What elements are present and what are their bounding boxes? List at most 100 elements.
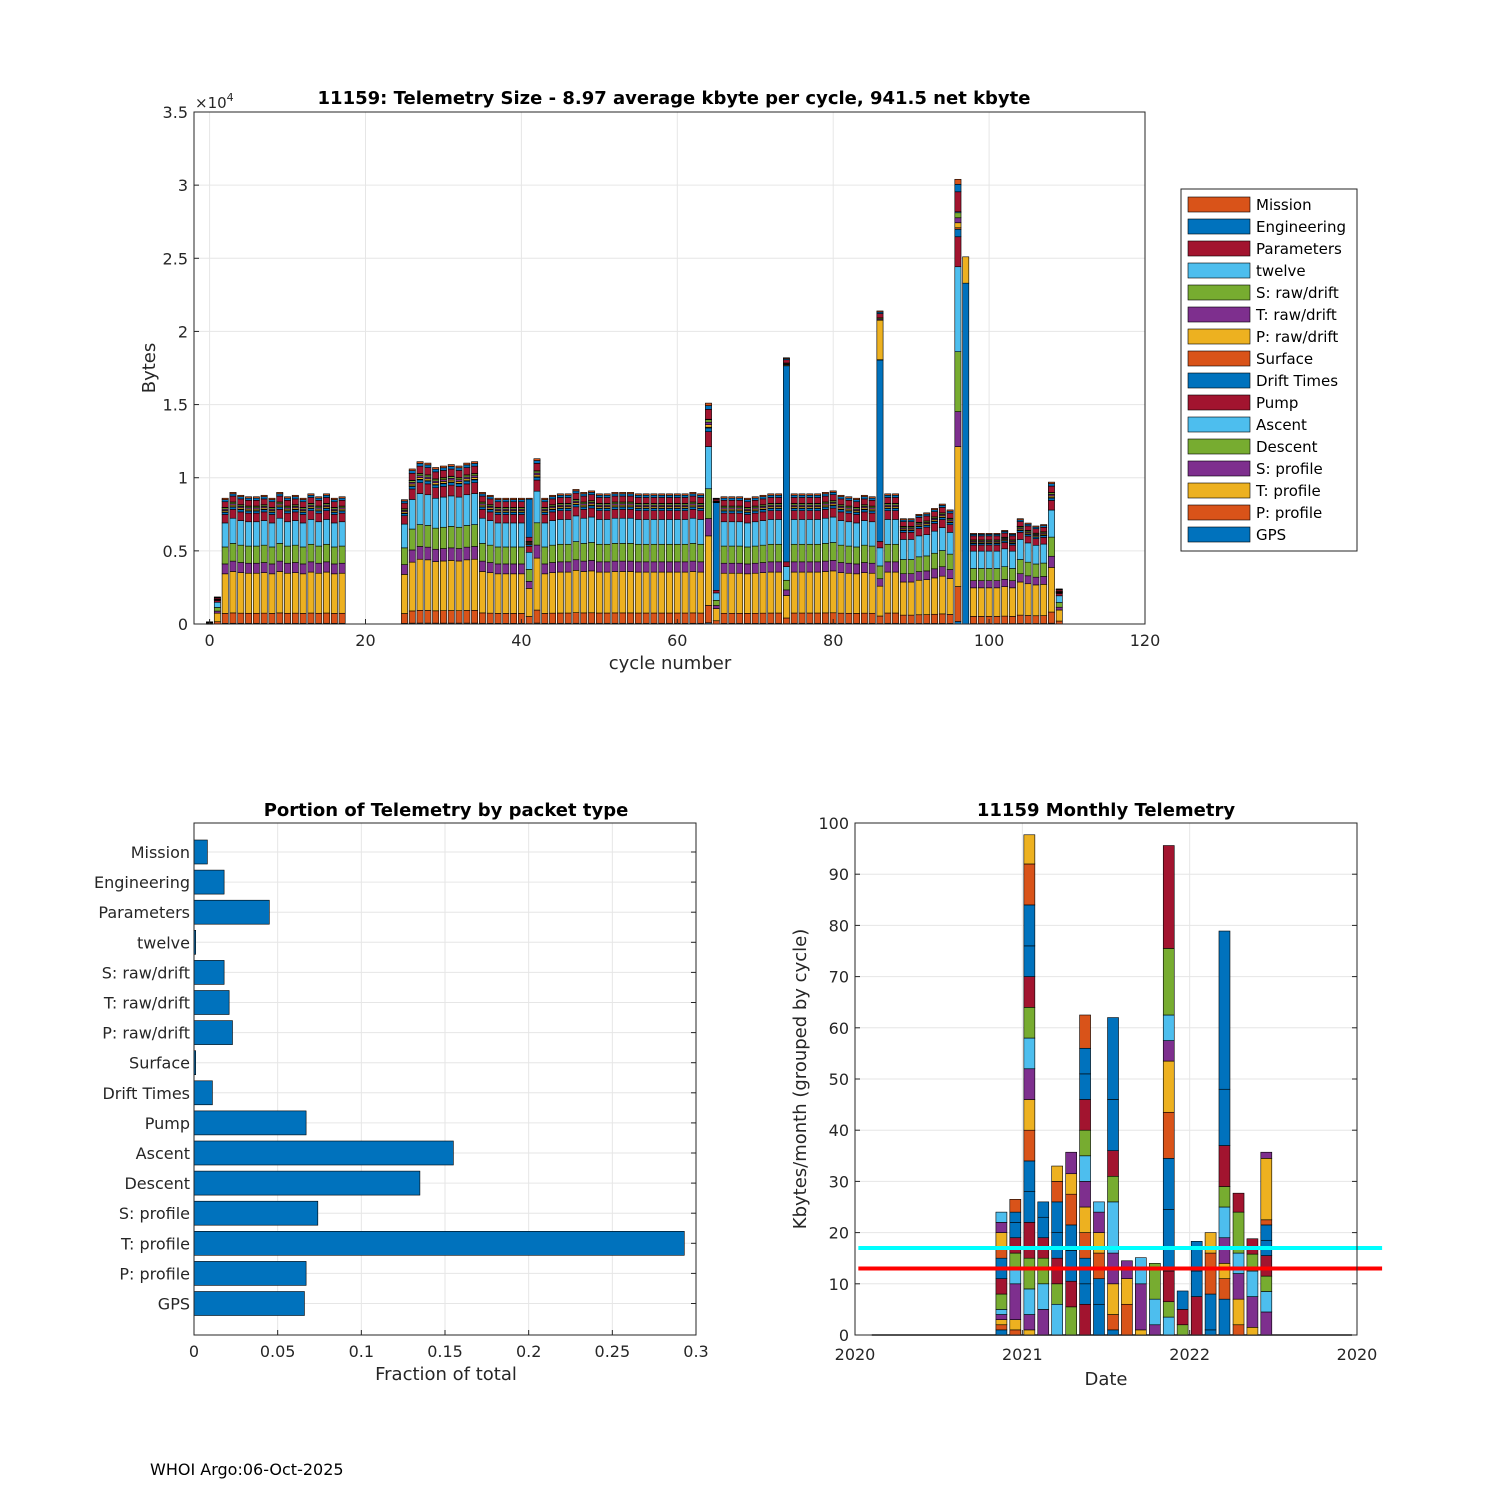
bar-segment	[447, 484, 455, 497]
bar-segment	[432, 548, 440, 562]
bar-segment	[268, 497, 276, 500]
bar-segment	[213, 612, 221, 623]
legend-label: Surface	[1256, 350, 1313, 368]
bar-segment	[751, 521, 759, 547]
bar-segment	[541, 522, 549, 548]
bar-segment	[970, 616, 977, 624]
cycle-bar	[899, 518, 907, 625]
bar-segment	[650, 561, 658, 573]
bar-segment	[291, 572, 299, 614]
bar-segment	[627, 571, 634, 614]
bar-segment	[1040, 615, 1048, 624]
bar-segment	[478, 495, 486, 503]
bar-segment	[899, 614, 907, 624]
y-tick-label: 90	[829, 865, 849, 884]
bar-segment	[938, 517, 946, 520]
bar-segment	[751, 545, 759, 564]
bar-segment	[440, 465, 447, 469]
bar-segment	[744, 546, 751, 565]
bar-segment	[533, 490, 541, 524]
bar-segment	[1009, 587, 1016, 617]
bar-segment	[1051, 1181, 1063, 1203]
bar-segment	[252, 510, 260, 514]
bar-segment	[946, 524, 954, 533]
bar-segment	[977, 550, 985, 569]
bar-segment	[705, 488, 712, 519]
bar-segment	[276, 517, 284, 544]
bar-segment	[1204, 1252, 1217, 1295]
bar-segment	[759, 511, 767, 521]
chart-title: 11159 Monthly Telemetry	[977, 800, 1235, 821]
bar-segment	[1093, 1252, 1105, 1279]
bar-segment	[634, 497, 642, 504]
bar-segment	[455, 496, 463, 528]
bar-segment	[899, 539, 907, 560]
bar-segment	[845, 496, 853, 499]
bar-segment	[860, 511, 868, 521]
bar-segment	[338, 612, 346, 624]
bar-segment	[1024, 535, 1032, 544]
bar-segment	[1023, 1191, 1036, 1223]
bar-segment	[712, 590, 720, 594]
bar-segment	[1093, 1278, 1105, 1305]
bar-segment	[1055, 593, 1063, 597]
bar-segment	[1246, 1296, 1259, 1328]
bar-segment	[455, 610, 463, 624]
bar-segment	[299, 613, 307, 624]
bar-segment	[580, 517, 588, 544]
bar-segment	[260, 520, 268, 546]
bar-segment	[463, 483, 471, 496]
bar-segment	[1016, 539, 1024, 560]
bar-segment	[237, 494, 245, 498]
bar-segment	[923, 579, 931, 615]
bar-segment	[447, 466, 455, 470]
bar-segment	[837, 509, 845, 513]
bar-segment	[323, 508, 330, 511]
cycle-bar	[829, 490, 837, 625]
bar-segment	[268, 563, 276, 575]
bar-segment	[338, 510, 346, 514]
cycle-bar	[588, 490, 595, 625]
bar-segment	[814, 508, 822, 511]
bar-segment	[868, 612, 876, 624]
bar-segment	[1232, 1273, 1245, 1300]
bar-segment	[868, 496, 876, 499]
bar-segment	[814, 612, 822, 624]
bar-segment	[970, 568, 977, 581]
bar-segment	[775, 508, 783, 511]
bar-segment	[876, 578, 884, 587]
bar-segment	[478, 571, 486, 614]
bar-segment	[845, 500, 853, 507]
y-tick-label: Engineering	[94, 873, 190, 892]
bar-segment	[985, 544, 993, 552]
bar-segment	[720, 497, 728, 501]
bar-segment	[736, 496, 744, 499]
cycle-bar	[229, 492, 237, 625]
bar-segment	[821, 493, 829, 497]
bar-segment	[837, 572, 845, 614]
y-tick-label: 50	[829, 1070, 849, 1089]
bar-segment	[338, 500, 346, 507]
bar-segment	[876, 319, 884, 361]
bar-segment	[892, 519, 899, 545]
bar-segment	[705, 402, 712, 406]
bar-segment	[463, 480, 471, 485]
bar-segment	[783, 617, 790, 624]
bar-segment	[463, 559, 471, 611]
bar-segment	[970, 535, 977, 541]
bar-segment	[1149, 1298, 1161, 1326]
bar-segment	[291, 498, 299, 505]
bar-segment	[330, 522, 338, 548]
bar-segment	[440, 486, 447, 498]
bar-segment	[478, 543, 486, 562]
legend-label: Drift Times	[1256, 372, 1338, 390]
bar-segment	[931, 568, 938, 579]
cycle-bar	[962, 256, 970, 625]
bar-segment	[463, 525, 471, 548]
x-tick-label: 100	[974, 631, 1005, 650]
cycle-bar	[1032, 525, 1040, 625]
bar-segment	[471, 524, 479, 547]
bar-segment	[611, 517, 619, 544]
bar-segment	[1024, 522, 1032, 525]
cycle-bar	[494, 497, 502, 625]
